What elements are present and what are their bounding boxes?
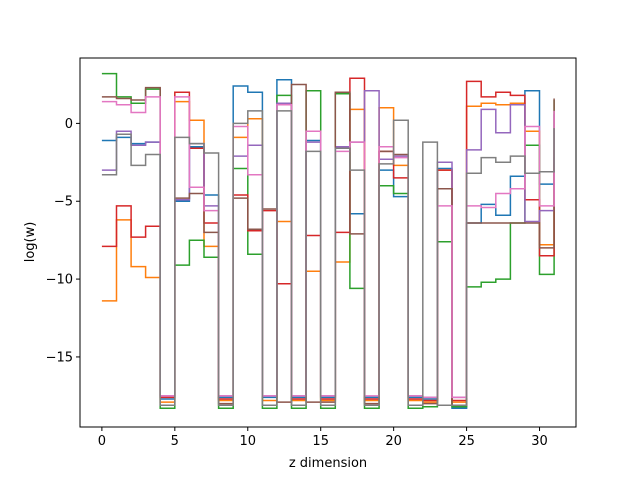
x-axis: 0 5 10 15 20 25 30 — [98, 427, 548, 449]
y-axis: −15 −10 −5 0 — [46, 117, 80, 365]
x-tick-label: 15 — [312, 434, 329, 449]
x-tick-label: 20 — [385, 434, 402, 449]
y-axis-label: log(w) — [23, 222, 38, 263]
series-line-8 — [101, 110, 555, 406]
x-tick-label: 0 — [98, 434, 106, 449]
x-axis-label: z dimension — [289, 456, 367, 471]
x-tick-label: 30 — [531, 434, 548, 449]
y-tick-label: −5 — [54, 195, 73, 210]
x-tick-label: 25 — [458, 434, 475, 449]
y-tick-label: −10 — [46, 273, 73, 288]
series-layer — [101, 72, 555, 410]
x-tick-label: 5 — [171, 434, 179, 449]
x-tick-label: 10 — [239, 434, 256, 449]
plot-frame — [79, 57, 577, 428]
y-tick-label: −15 — [46, 350, 73, 365]
y-tick-label: 0 — [65, 117, 73, 132]
series-line-3 — [101, 72, 555, 410]
